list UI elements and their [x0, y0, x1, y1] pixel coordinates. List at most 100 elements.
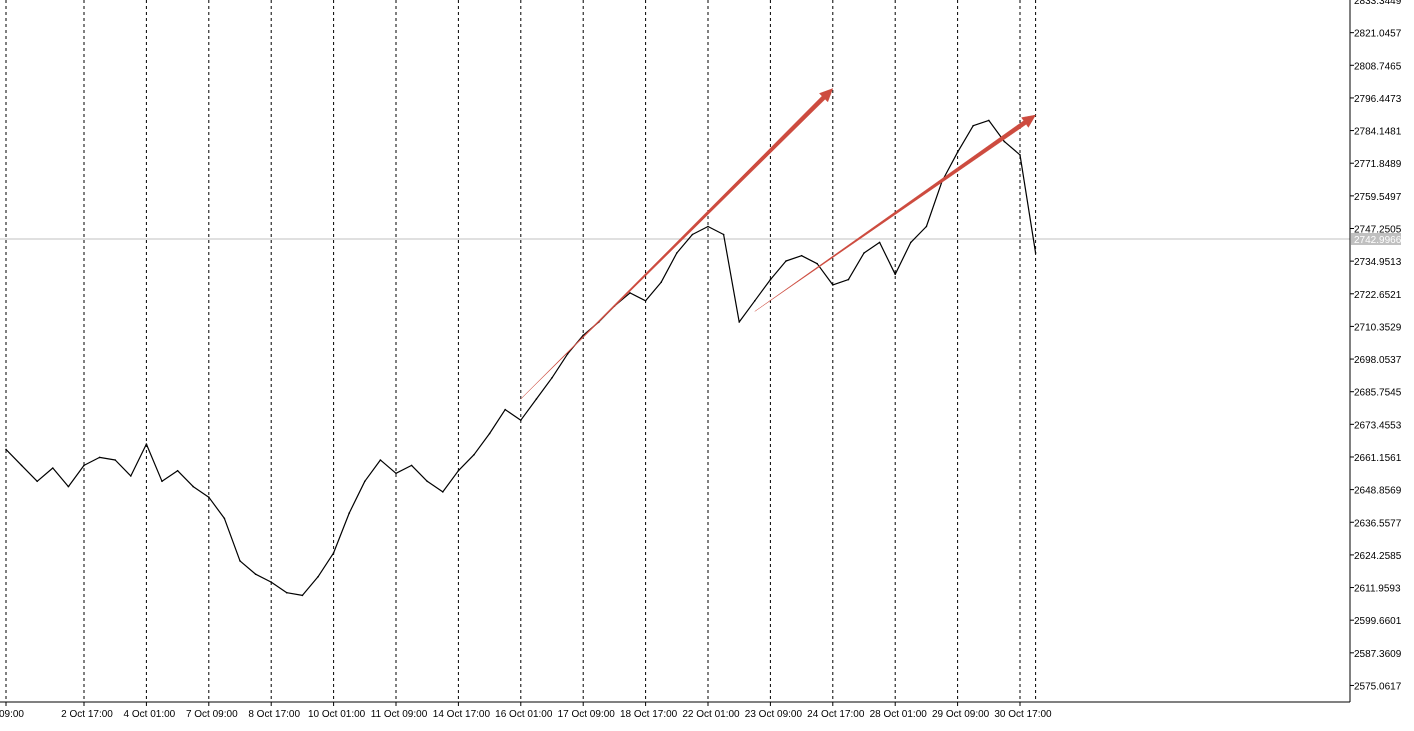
- price-point: [910, 241, 912, 244]
- x-tick-label: 22 Oct 01:00: [682, 709, 740, 720]
- price-point: [208, 496, 210, 499]
- price-point: [629, 292, 631, 294]
- price-point: [364, 480, 366, 483]
- price-point: [691, 233, 694, 236]
- price-point: [832, 284, 834, 286]
- price-point: [800, 254, 803, 257]
- y-tick-label: 2624.2585: [1354, 551, 1402, 562]
- x-tick-label: 1 Oct 09:00: [0, 709, 24, 720]
- price-point: [98, 456, 101, 459]
- price-point: [67, 485, 70, 488]
- price-point: [863, 252, 865, 254]
- price-point: [410, 464, 413, 467]
- price-point: [644, 300, 647, 302]
- price-point: [5, 448, 7, 451]
- y-tick-label: 2599.6601: [1354, 616, 1402, 627]
- price-point: [925, 225, 928, 228]
- x-tick-label: 10 Oct 01:00: [308, 709, 366, 720]
- current-price-label: 2742.9966: [1354, 235, 1402, 246]
- price-point: [754, 300, 756, 302]
- price-point: [894, 273, 896, 276]
- price-point: [395, 472, 397, 475]
- chart-frame: [0, 0, 1351, 703]
- price-point: [457, 469, 460, 472]
- price-point: [239, 560, 241, 562]
- y-tick-label: 2685.7545: [1354, 388, 1402, 399]
- price-point: [988, 119, 990, 122]
- price-point: [660, 281, 662, 284]
- x-tick-label: 11 Oct 09:00: [371, 709, 428, 720]
- x-tick-label: 17 Oct 09:00: [558, 709, 616, 720]
- y-tick-label: 2648.8569: [1354, 486, 1402, 497]
- y-tick-label: 2771.8489: [1354, 159, 1402, 170]
- price-point: [816, 262, 818, 265]
- grid-layer: [5, 0, 1037, 702]
- price-point: [317, 576, 319, 578]
- price-point: [114, 459, 116, 461]
- x-tick-label: 2 Oct 17:00: [61, 709, 113, 720]
- y-tick-label: 2710.3529: [1354, 322, 1402, 333]
- price-point: [223, 517, 226, 520]
- price-point: [379, 459, 382, 461]
- price-point: [847, 278, 850, 281]
- y-tick-label: 2636.5577: [1354, 518, 1402, 529]
- annotation-layer: [520, 88, 1036, 400]
- price-point: [972, 124, 974, 127]
- y-tick-label-partial: 2833.3449: [1354, 0, 1402, 7]
- price-point: [676, 252, 678, 254]
- price-point: [52, 467, 54, 469]
- price-point: [504, 408, 507, 411]
- y-tick-label: 2698.0537: [1354, 355, 1402, 366]
- price-point: [488, 432, 491, 435]
- y-tick-label: 2796.4473: [1354, 94, 1402, 105]
- y-tick-label: 2722.6521: [1354, 290, 1402, 301]
- y-tick-label: 2784.1481: [1354, 127, 1402, 138]
- price-point: [161, 480, 163, 483]
- x-tick-label: 28 Oct 01:00: [870, 709, 928, 720]
- y-tick-label: 2673.4553: [1354, 420, 1402, 431]
- x-tick-label: 7 Oct 09:00: [186, 709, 238, 720]
- trend-arrow-1[interactable]: [520, 88, 834, 400]
- price-point: [956, 151, 959, 153]
- price-point: [1003, 140, 1006, 143]
- price-point: [722, 233, 725, 236]
- series-layer: [5, 119, 1037, 597]
- trend-arrow-2[interactable]: [754, 114, 1036, 312]
- y-tick-label: 2661.1561: [1354, 453, 1402, 464]
- price-point: [878, 241, 881, 244]
- price-point: [785, 260, 787, 262]
- y-tick-label: 2734.9513: [1354, 257, 1402, 268]
- price-point: [551, 377, 553, 379]
- price-point: [130, 475, 132, 477]
- price-point: [20, 464, 23, 467]
- price-point: [192, 485, 194, 488]
- price-point: [535, 398, 538, 400]
- y-tick-label: 2587.3609: [1354, 649, 1402, 660]
- price-point: [442, 491, 444, 493]
- y-tick-label: 2821.0457: [1354, 29, 1402, 40]
- price-axis: 2821.0457 2808.7465 2796.4473 2784.1481 2771…: [1350, 0, 1402, 692]
- price-point: [426, 480, 429, 483]
- y-tick-label: 2611.9593: [1354, 584, 1401, 595]
- price-point: [36, 480, 38, 483]
- x-tick-label: 14 Oct 17:00: [433, 709, 491, 720]
- price-point: [176, 469, 179, 472]
- y-tick-label: 2575.0617: [1354, 681, 1402, 692]
- time-axis: 1 Oct 09:00 2 Oct 17:00 4 Oct 01:00 7 Oct 0…: [0, 702, 1052, 720]
- current-price-tag: [1351, 232, 1401, 245]
- price-point: [286, 591, 288, 594]
- y-tick-label: 2808.7465: [1354, 61, 1402, 72]
- price-point: [332, 552, 335, 554]
- x-tick-label: 24 Oct 17:00: [807, 709, 865, 720]
- y-tick-label: 2759.5497: [1354, 192, 1402, 203]
- x-tick-label: 8 Oct 17:00: [248, 709, 300, 720]
- price-point: [520, 419, 522, 422]
- price-point: [738, 321, 740, 323]
- x-tick-label: 4 Oct 01:00: [124, 709, 176, 720]
- price-point: [348, 512, 351, 514]
- price-point: [301, 594, 304, 597]
- price-point: [707, 225, 709, 228]
- price-point: [769, 278, 772, 281]
